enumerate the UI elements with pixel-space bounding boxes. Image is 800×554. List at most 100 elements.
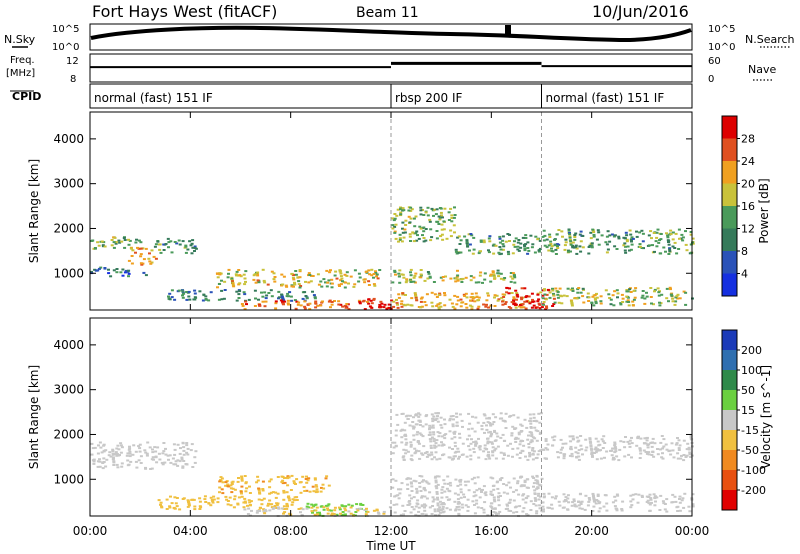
echo-cell bbox=[515, 298, 518, 301]
echo-cell bbox=[668, 286, 672, 289]
echo-cell bbox=[592, 235, 596, 238]
echo-cell bbox=[497, 504, 501, 507]
echo-cell bbox=[415, 490, 419, 493]
echo-cell bbox=[103, 245, 107, 248]
echo-cell bbox=[493, 449, 497, 452]
echo-cell bbox=[517, 249, 521, 252]
echo-cell bbox=[556, 245, 559, 247]
echo-cell bbox=[556, 296, 560, 299]
echo-cell bbox=[382, 510, 386, 513]
echo-cell bbox=[453, 436, 457, 439]
echo-cell bbox=[414, 414, 418, 417]
echo-cell bbox=[576, 452, 580, 455]
echo-cell bbox=[691, 493, 695, 496]
echo-cell bbox=[655, 236, 659, 239]
echo-cell bbox=[655, 496, 659, 499]
echo-cell bbox=[260, 499, 264, 502]
colorbar-tick-label: -50 bbox=[741, 444, 759, 457]
echo-cell bbox=[478, 448, 482, 451]
echo-cell bbox=[173, 298, 177, 301]
echo-cell bbox=[305, 481, 309, 484]
echo-cell bbox=[527, 301, 531, 304]
echo-cell bbox=[534, 235, 538, 238]
echo-cell bbox=[96, 465, 100, 468]
echo-cell bbox=[435, 296, 439, 298]
echo-cell bbox=[551, 444, 555, 447]
echo-cell bbox=[218, 273, 222, 276]
echo-cell bbox=[497, 298, 501, 301]
echo-cell bbox=[469, 458, 473, 461]
echo-cell bbox=[153, 446, 157, 449]
echo-cell bbox=[244, 501, 248, 504]
echo-cell bbox=[276, 476, 280, 478]
echo-cell bbox=[479, 250, 482, 253]
echo-cell bbox=[312, 505, 316, 508]
echo-cell bbox=[168, 454, 172, 457]
colorbar-tick-label: -15 bbox=[741, 424, 759, 437]
colorbar-segment bbox=[722, 161, 737, 184]
echo-cell bbox=[576, 440, 580, 443]
echo-cell bbox=[595, 499, 599, 501]
echo-cell bbox=[267, 502, 270, 505]
echo-cell bbox=[145, 454, 149, 457]
echo-cell bbox=[420, 505, 424, 508]
echo-cell bbox=[562, 506, 566, 509]
echo-cell bbox=[456, 484, 460, 487]
echo-cell bbox=[451, 423, 455, 426]
echo-cell bbox=[111, 453, 115, 456]
echo-cell bbox=[109, 275, 113, 278]
freq-tick-bottom: 8 bbox=[70, 74, 76, 85]
echo-cell bbox=[653, 504, 657, 507]
echo-cell bbox=[668, 250, 672, 253]
echo-cell bbox=[139, 253, 143, 256]
echo-cell bbox=[541, 294, 545, 297]
echo-cell bbox=[416, 234, 419, 237]
echo-cell bbox=[688, 453, 692, 456]
echo-cell bbox=[338, 269, 342, 272]
frequency-panel: Freq. [MHz] 12 8 60 0 Nave bbox=[6, 53, 776, 85]
echo-cell bbox=[613, 444, 617, 447]
echo-cell bbox=[478, 445, 482, 448]
echo-cell bbox=[127, 243, 131, 246]
echo-cell bbox=[347, 503, 351, 506]
echo-cell bbox=[571, 241, 575, 244]
echo-cell bbox=[406, 303, 410, 306]
echo-cell bbox=[227, 272, 230, 275]
echo-cell bbox=[528, 302, 532, 305]
echo-cell bbox=[423, 301, 427, 303]
echo-cell bbox=[378, 269, 382, 271]
echo-cell bbox=[115, 447, 119, 450]
echo-cell bbox=[187, 290, 191, 293]
echo-cell bbox=[237, 269, 241, 271]
echo-cell bbox=[671, 297, 675, 300]
echo-cell bbox=[337, 300, 341, 303]
echo-cell bbox=[235, 299, 239, 302]
echo-cell bbox=[587, 246, 591, 248]
echo-cell bbox=[591, 455, 594, 458]
echo-cell bbox=[574, 245, 578, 248]
echo-cell bbox=[568, 454, 572, 457]
echo-cell bbox=[437, 435, 441, 438]
echo-cell bbox=[561, 446, 564, 449]
echo-cell bbox=[243, 508, 247, 511]
echo-cell bbox=[404, 449, 408, 452]
echo-cell bbox=[680, 233, 684, 236]
echo-cell bbox=[646, 499, 650, 502]
echo-cell bbox=[535, 510, 539, 513]
echo-cell bbox=[377, 512, 381, 515]
echo-cell bbox=[226, 276, 230, 279]
echo-cell bbox=[490, 502, 494, 505]
echo-cell bbox=[274, 496, 278, 499]
echo-cell bbox=[298, 269, 302, 271]
echo-cell bbox=[567, 249, 570, 252]
echo-cell bbox=[434, 479, 438, 482]
echo-cell bbox=[404, 438, 408, 441]
echo-cell bbox=[645, 436, 649, 439]
echo-cell bbox=[264, 300, 268, 303]
echo-cell bbox=[201, 299, 205, 302]
echo-cell bbox=[405, 441, 409, 444]
echo-cell bbox=[453, 455, 457, 458]
echo-cell bbox=[173, 448, 177, 451]
echo-cell bbox=[669, 229, 673, 232]
echo-cell bbox=[396, 423, 400, 426]
